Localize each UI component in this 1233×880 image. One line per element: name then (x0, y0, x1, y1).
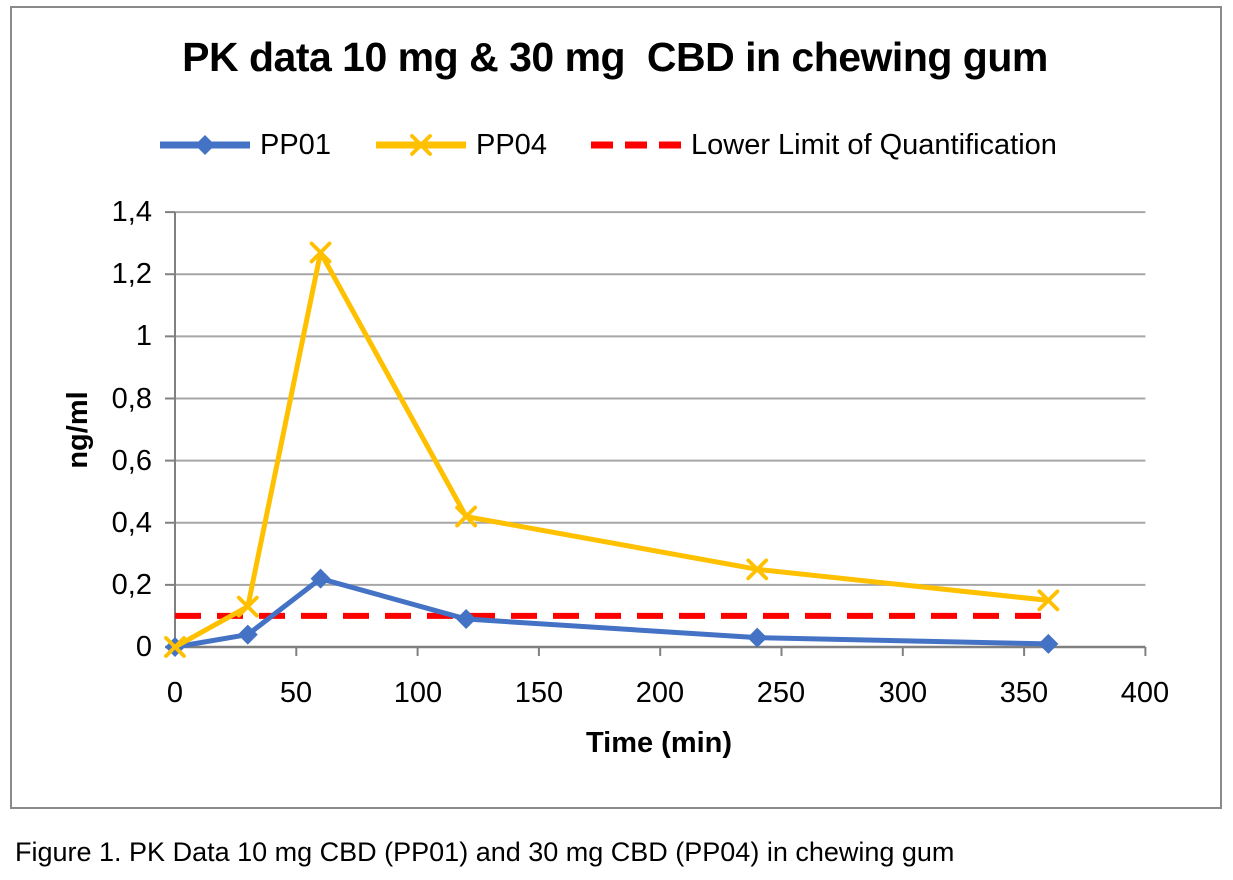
y-tick-label: 0,2 (111, 569, 152, 601)
x-axis-title: Time (min) (585, 727, 733, 759)
y-axis-title: ng/ml (61, 391, 94, 469)
legend-label-pp01: PP01 (260, 129, 331, 161)
legend-item-pp04: PP04 (376, 127, 547, 163)
y-tick-label: 1 (135, 320, 152, 352)
x-tick-label: 200 (635, 677, 685, 709)
lloq-dashed-line-icon (591, 141, 681, 149)
figure-caption: Figure 1. PK Data 10 mg CBD (PP01) and 3… (15, 837, 955, 867)
y-tick-label: 1,2 (111, 258, 152, 290)
x-tick-label: 100 (393, 677, 443, 709)
y-tick-label: 0,6 (111, 445, 152, 477)
legend-label-pp04: PP04 (476, 129, 547, 161)
chart-frame (10, 6, 1222, 809)
x-tick-label: 300 (878, 677, 928, 709)
pp04-line-marker-icon (376, 134, 466, 156)
legend-item-lloq: Lower Limit of Quantification (591, 127, 1057, 163)
chart-title: PK data 10 mg & 30 mg CBD in chewing gum (182, 34, 1048, 80)
x-tick-label: 250 (756, 677, 806, 709)
x-tick-label: 400 (1120, 677, 1170, 709)
legend-item-pp01: PP01 (160, 127, 331, 163)
x-tick-label: 150 (514, 677, 564, 709)
y-tick-label: 0,8 (111, 383, 152, 415)
x-tick-label: 0 (166, 677, 184, 709)
y-tick-label: 1,4 (111, 196, 152, 228)
x-tick-label: 50 (279, 677, 313, 709)
pp01-line-marker-icon (160, 135, 250, 155)
y-tick-label: 0 (135, 631, 152, 663)
y-tick-label: 0,4 (111, 507, 152, 539)
x-tick-label: 350 (999, 677, 1049, 709)
legend-label-lloq: Lower Limit of Quantification (691, 129, 1057, 161)
